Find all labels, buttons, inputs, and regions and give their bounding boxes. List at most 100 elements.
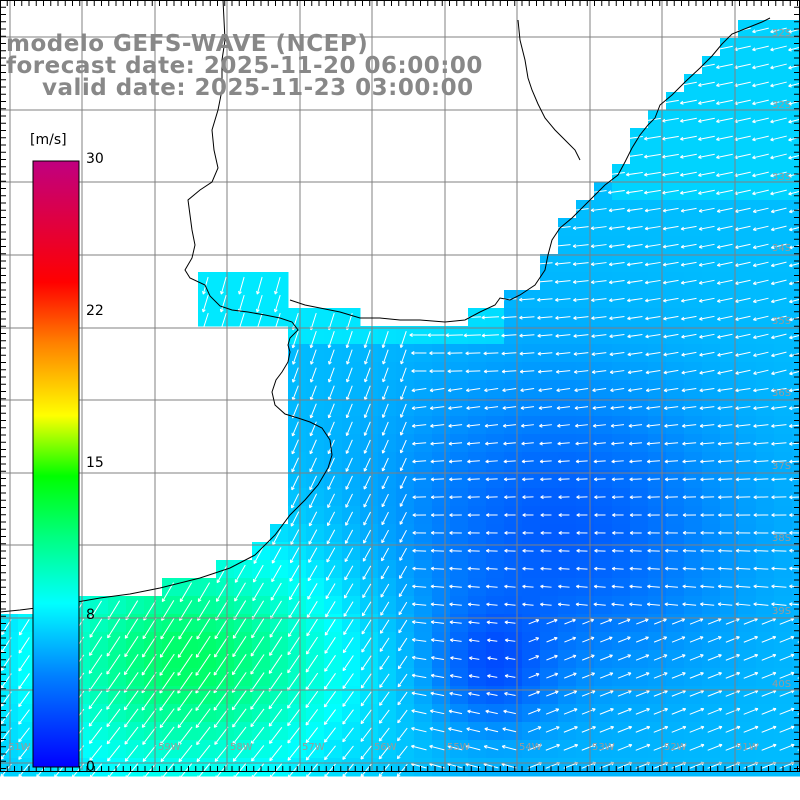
wind-arrow-shaft: [771, 261, 787, 267]
wind-arrow-shaft: [269, 636, 283, 656]
wind-arrow-shaft: [310, 349, 317, 365]
wind-arrow-head: [791, 726, 795, 730]
wind-arrow-shaft: [89, 763, 103, 779]
wind-arrow-head: [607, 190, 612, 194]
wind-arrow-head: [220, 290, 222, 295]
wind-arrow-shaft: [663, 279, 679, 284]
wind-arrow-head: [735, 406, 739, 409]
wind-arrow-head: [699, 352, 703, 356]
wind-arrow-shaft: [771, 603, 787, 606]
wind-arrow-head: [219, 308, 222, 313]
wind-arrow-shaft: [291, 421, 299, 437]
wind-arrow-head: [411, 673, 416, 676]
wind-arrow-head: [592, 406, 596, 409]
wind-arrow-shaft: [449, 567, 462, 570]
wind-arrow-head: [665, 690, 668, 694]
wind-arrow-shaft: [752, 153, 769, 159]
wind-arrow-shaft: [411, 745, 427, 751]
wind-arrow-shaft: [232, 726, 247, 745]
wind-arrow-head: [753, 441, 757, 445]
wind-arrow-shaft: [761, 654, 776, 661]
wind-arrow-head: [629, 744, 633, 748]
wind-arrow-shaft: [250, 654, 265, 675]
wind-arrow-shaft: [430, 585, 445, 588]
wind-arrow-shaft: [159, 653, 175, 676]
wind-arrow-shaft: [346, 385, 353, 401]
wind-arrow-shaft: [398, 619, 408, 634]
wind-arrow-shaft: [89, 636, 103, 656]
wind-arrow-shaft: [761, 762, 777, 769]
wind-arrow-head: [484, 727, 489, 730]
wind-arrow-shaft: [663, 261, 679, 266]
wind-arrow-shaft: [195, 708, 211, 728]
wind-arrow-shaft: [400, 457, 407, 471]
wind-arrow-head: [789, 584, 793, 587]
wind-arrow-shaft: [788, 154, 800, 159]
wind-arrow-shaft: [753, 603, 769, 606]
wind-arrow-head: [430, 584, 435, 587]
wind-arrow-shaft: [269, 745, 283, 761]
wind-cell: [792, 326, 800, 345]
wind-arrow-head: [592, 672, 596, 676]
wind-arrow-shaft: [611, 478, 624, 480]
wind-arrow-shaft: [253, 547, 264, 564]
wind-arrow-head: [345, 344, 348, 348]
wind-cell: [792, 236, 800, 255]
wind-arrow-head: [447, 351, 451, 354]
wind-arrow-head: [644, 244, 649, 248]
wind-arrow-shaft: [635, 690, 650, 697]
wind-arrow-shaft: [576, 568, 588, 570]
wind-arrow-head: [429, 369, 433, 372]
wind-arrow-head: [753, 335, 757, 339]
wind-cell: [792, 74, 800, 93]
wind-arrow-shaft: [521, 442, 534, 445]
wind-arrow-shaft: [779, 726, 795, 733]
wind-arrow-head: [269, 774, 272, 779]
wind-arrow-head: [752, 155, 756, 159]
lon-label-58w: 58W: [230, 742, 253, 753]
wind-arrow-head: [718, 654, 722, 658]
wind-arrow-shaft: [663, 333, 679, 338]
wind-arrow-shaft: [232, 654, 247, 675]
wind-arrow-shaft: [681, 297, 697, 302]
wind-arrow-head: [591, 298, 595, 301]
wind-arrow-head: [644, 226, 648, 230]
wind-arrow-shaft: [681, 279, 697, 284]
wind-arrow-head: [467, 459, 471, 463]
wind-arrow-head: [591, 655, 595, 659]
wind-arrow-shaft: [635, 654, 649, 661]
wind-arrow-head: [770, 155, 774, 159]
wind-arrow-head: [755, 744, 759, 748]
wind-arrow-shaft: [563, 744, 578, 751]
wind-arrow-head: [591, 619, 595, 623]
wind-arrow-shaft: [467, 585, 480, 588]
wind-arrow-head: [574, 690, 578, 694]
wind-arrow-head: [627, 334, 631, 338]
wind-arrow-head: [716, 83, 720, 87]
wind-arrow-head: [698, 280, 703, 284]
wind-arrow-head: [647, 477, 651, 480]
wind-arrow-shaft: [665, 585, 679, 588]
wind-arrow-shaft: [752, 189, 769, 195]
wind-arrow-head: [609, 370, 614, 373]
wind-arrow-head: [503, 459, 507, 463]
wind-arrow-head: [556, 708, 560, 712]
wind-arrow-head: [430, 495, 435, 498]
wind-arrow-shaft: [564, 619, 576, 625]
wind-arrow-shaft: [770, 171, 787, 177]
wind-arrow-head: [644, 280, 649, 284]
wind-arrow-shaft: [645, 297, 661, 302]
wind-arrow-head: [644, 154, 648, 158]
wind-arrow-shaft: [328, 349, 335, 365]
wind-arrow-head: [611, 441, 615, 445]
wind-arrow-head: [449, 513, 453, 516]
wind-arrow-head: [430, 513, 435, 516]
wind-arrow-head: [629, 708, 632, 712]
wind-arrow-head: [429, 406, 434, 409]
wind-cell: [792, 308, 800, 327]
wind-arrow-shaft: [214, 635, 229, 658]
wind-arrow-shaft: [328, 403, 335, 419]
wind-arrow-head: [680, 118, 684, 122]
wind-arrow-shaft: [582, 619, 594, 625]
wind-arrow-head: [663, 388, 667, 392]
